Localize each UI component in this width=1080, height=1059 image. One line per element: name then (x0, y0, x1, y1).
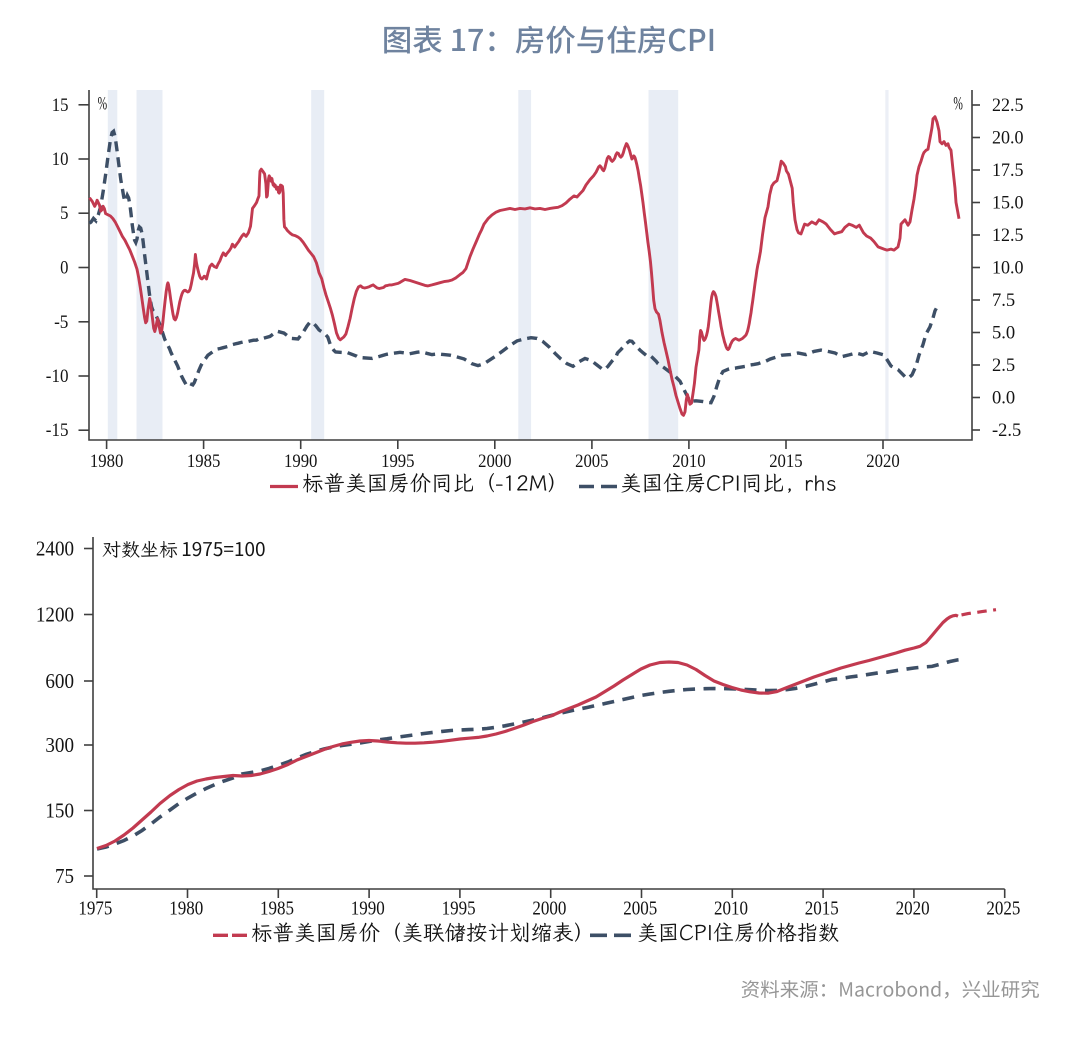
svg-text:0: 0 (60, 258, 68, 279)
svg-text:2400: 2400 (36, 537, 74, 561)
svg-text:150: 150 (45, 799, 74, 823)
svg-text:17.5: 17.5 (992, 160, 1024, 181)
svg-text:1995: 1995 (442, 899, 476, 920)
svg-text:1990: 1990 (284, 452, 317, 472)
svg-text:1985: 1985 (187, 452, 220, 472)
svg-text:5.0: 5.0 (992, 323, 1015, 344)
svg-text:1990: 1990 (351, 899, 385, 920)
svg-text:2.5: 2.5 (992, 355, 1015, 376)
svg-text:7.5: 7.5 (992, 290, 1015, 311)
svg-text:-15: -15 (46, 420, 69, 441)
svg-text:-2.5: -2.5 (992, 420, 1021, 441)
svg-text:20.0: 20.0 (992, 128, 1024, 149)
svg-text:1980: 1980 (169, 899, 203, 920)
svg-text:%: % (98, 94, 108, 115)
svg-text:2015: 2015 (805, 899, 839, 920)
svg-text:2020: 2020 (866, 452, 899, 472)
svg-text:0.0: 0.0 (992, 388, 1015, 409)
svg-text:2000: 2000 (532, 899, 566, 920)
svg-text:1980: 1980 (90, 452, 123, 472)
svg-text:75: 75 (55, 864, 74, 888)
svg-text:15: 15 (52, 95, 69, 116)
svg-text:1985: 1985 (260, 899, 294, 920)
svg-text:10: 10 (52, 149, 69, 170)
svg-text:5: 5 (60, 203, 68, 224)
svg-text:-5: -5 (54, 312, 68, 333)
svg-text:2010: 2010 (714, 899, 748, 920)
svg-text:12.5: 12.5 (992, 225, 1024, 246)
svg-text:2010: 2010 (672, 452, 705, 472)
svg-text:2005: 2005 (623, 899, 657, 920)
svg-text:%: % (953, 94, 963, 115)
svg-text:22.5: 22.5 (992, 95, 1024, 116)
svg-text:2000: 2000 (478, 452, 511, 472)
svg-text:1975: 1975 (78, 899, 112, 920)
svg-text:2015: 2015 (769, 452, 802, 472)
svg-text:-10: -10 (46, 366, 69, 387)
svg-text:1995: 1995 (381, 452, 414, 472)
svg-text:300: 300 (45, 733, 74, 757)
svg-text:10.0: 10.0 (992, 258, 1024, 279)
svg-text:2005: 2005 (575, 452, 608, 472)
svg-text:2025: 2025 (986, 899, 1020, 920)
svg-text:2020: 2020 (896, 899, 930, 920)
svg-text:15.0: 15.0 (992, 193, 1024, 214)
svg-text:600: 600 (45, 669, 74, 693)
svg-text:1200: 1200 (36, 603, 74, 627)
